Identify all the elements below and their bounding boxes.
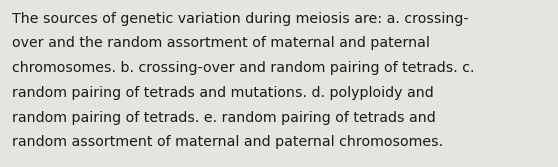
Text: The sources of genetic variation during meiosis are: a. crossing-: The sources of genetic variation during …: [12, 12, 469, 26]
Text: random pairing of tetrads. e. random pairing of tetrads and: random pairing of tetrads. e. random pai…: [12, 111, 436, 125]
Text: chromosomes. b. crossing-over and random pairing of tetrads. c.: chromosomes. b. crossing-over and random…: [12, 61, 475, 75]
Text: random assortment of maternal and paternal chromosomes.: random assortment of maternal and patern…: [12, 135, 444, 149]
Text: over and the random assortment of maternal and paternal: over and the random assortment of matern…: [12, 36, 430, 50]
Text: random pairing of tetrads and mutations. d. polyploidy and: random pairing of tetrads and mutations.…: [12, 86, 434, 100]
